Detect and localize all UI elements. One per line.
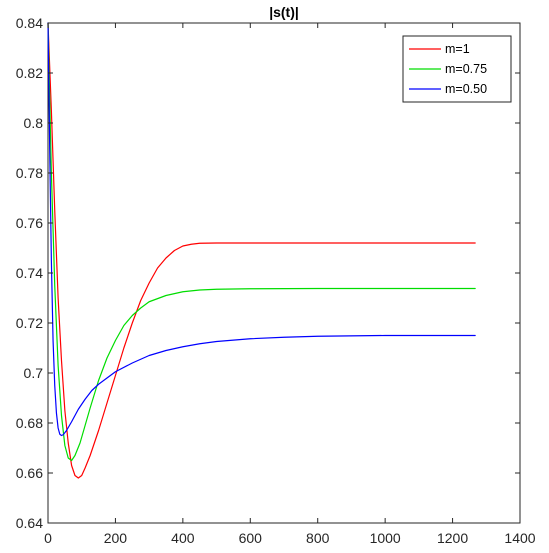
y-tick-label: 0.76 <box>16 215 43 231</box>
series-line-m-0-75 <box>47 22 476 462</box>
y-tick-label: 0.84 <box>16 15 43 31</box>
ticks-layer: 0 200 400 600 800 1000 1200 1400 0.64 0.66 0.68 0.7… <box>16 15 536 546</box>
y-tick-label: 0.8 <box>24 115 44 131</box>
chart-title: |s(t)| <box>269 4 299 20</box>
y-tick-label: 0.72 <box>16 315 43 331</box>
y-tick-label: 0.74 <box>16 265 43 281</box>
x-tick-label: 600 <box>239 530 263 546</box>
series-layer <box>47 22 476 479</box>
y-tick-label: 0.78 <box>16 165 43 181</box>
legend: m=1 m=0.75 m=0.50 <box>402 35 512 103</box>
legend-label: m=0.75 <box>445 62 487 76</box>
legend-label: m=0.50 <box>445 82 487 96</box>
y-tick-label: 0.64 <box>16 515 43 531</box>
x-tick-label: 200 <box>104 530 128 546</box>
legend-label: m=1 <box>445 42 470 56</box>
y-tick-label: 0.7 <box>24 365 44 381</box>
series-line-m-1 <box>47 22 476 479</box>
y-tick-label: 0.66 <box>16 465 43 481</box>
y-tick-label: 0.82 <box>16 65 43 81</box>
y-tick-label: 0.68 <box>16 415 43 431</box>
series-line-m-0-50 <box>47 22 476 437</box>
x-tick-label: 800 <box>306 530 330 546</box>
x-tick-label: 400 <box>171 530 195 546</box>
x-tick-label: 1400 <box>504 530 535 546</box>
x-tick-label: 1000 <box>370 530 401 546</box>
plot-area <box>47 22 521 524</box>
x-tick-label: 1200 <box>437 530 468 546</box>
x-tick-label: 0 <box>44 530 52 546</box>
